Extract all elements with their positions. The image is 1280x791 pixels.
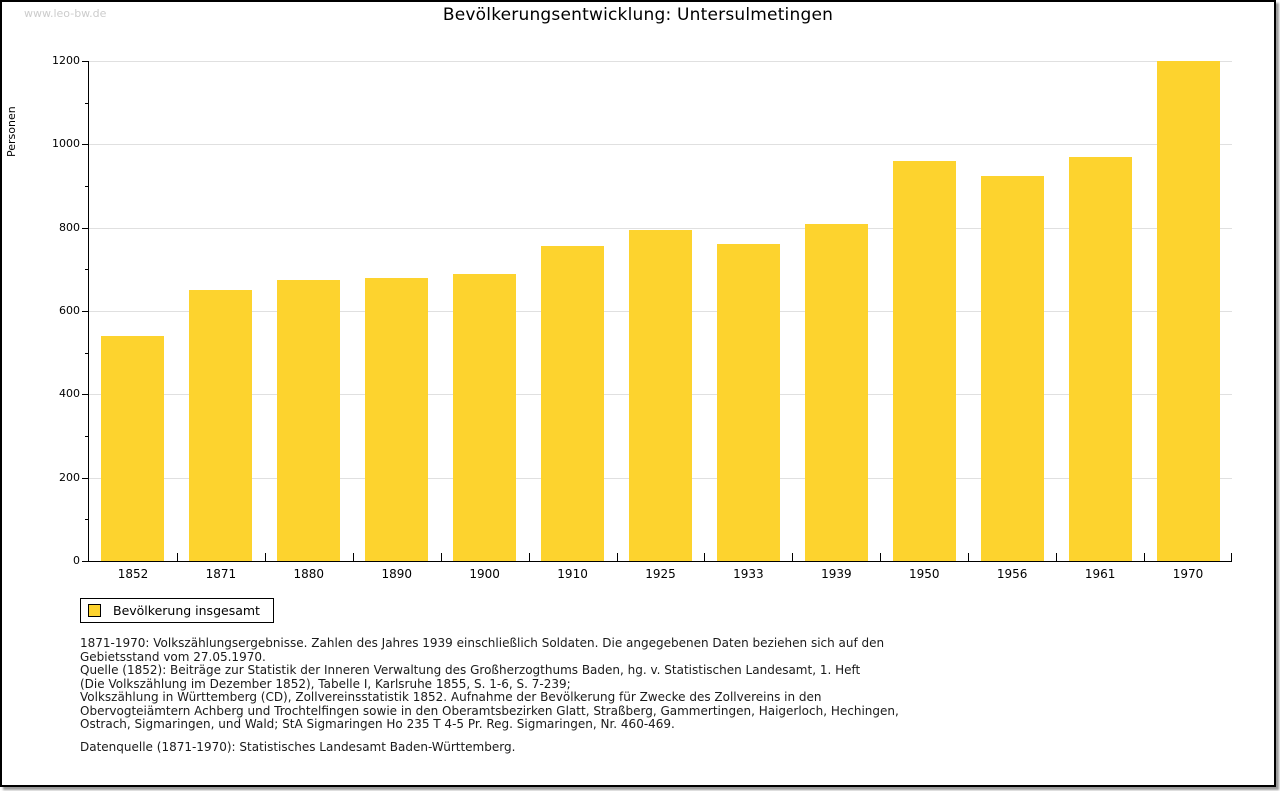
x-axis-tick-label: 1961 xyxy=(1084,567,1116,581)
bar xyxy=(541,246,605,561)
x-axis-tick-label: 1950 xyxy=(908,567,940,581)
y-axis-tick-label: 1200 xyxy=(52,54,80,67)
x-axis-tick xyxy=(968,553,970,561)
y-axis-tick xyxy=(82,227,89,229)
x-axis-tick xyxy=(1231,553,1232,561)
plot-area: 0 200 400 600 800 1000 1200 1852 1871 1880 1890 190… xyxy=(52,55,1232,581)
watermark: www.leo-bw.de xyxy=(24,7,107,20)
x-axis-tick xyxy=(880,553,882,561)
x-axis-tick-label: 1910 xyxy=(557,567,588,581)
x-axis-tick xyxy=(704,553,706,561)
x-axis-tick xyxy=(528,553,530,561)
bar xyxy=(804,223,868,561)
bar xyxy=(101,336,165,561)
bar xyxy=(189,290,253,561)
y-axis-tick xyxy=(82,394,89,396)
y-axis-tick-label: 600 xyxy=(59,304,80,317)
footnotes: 1871-1970: Volkszählungsergebnisse. Zahl… xyxy=(80,636,899,754)
x-axis-tick xyxy=(1144,553,1146,561)
footnote-line: (Die Volkszählung im Dezember 1852), Tab… xyxy=(80,676,571,691)
x-axis-tick xyxy=(792,553,794,561)
footnote-line: Obervogteiämtern Achberg und Trochtelfin… xyxy=(80,703,899,718)
x-axis-tick-label: 1852 xyxy=(117,567,149,581)
y-axis-tick xyxy=(82,61,89,62)
bar xyxy=(1068,156,1132,561)
footnote-line: Volkszählung in Württemberg (CD), Zollve… xyxy=(80,690,822,704)
x-axis-tick-label: 1900 xyxy=(469,567,500,581)
x-axis-tick-label: 1970 xyxy=(1172,567,1204,581)
bar xyxy=(1156,61,1220,561)
x-axis-tick xyxy=(352,553,354,561)
footnote-line: Quelle (1852): Beiträge zur Statistik de… xyxy=(80,663,861,677)
x-axis-tick-label: 1880 xyxy=(293,567,325,581)
y-axis-tick-label: 1000 xyxy=(52,137,80,151)
bar xyxy=(365,277,429,561)
y-axis-tick-label: 0 xyxy=(73,554,80,567)
y-axis-minor-tick xyxy=(85,102,89,104)
gridline xyxy=(89,227,1232,229)
y-axis-tick xyxy=(82,311,89,312)
footnote-line: 1871-1970: Volkszählungsergebnisse. Zahl… xyxy=(80,636,885,650)
y-axis-tick xyxy=(82,144,89,146)
footnote-line: Gebietsstand vom 27.05.1970. xyxy=(80,649,266,664)
bar xyxy=(980,175,1044,561)
y-axis-tick-label: 800 xyxy=(59,220,80,234)
y-axis-minor-tick xyxy=(85,269,89,271)
bar xyxy=(892,161,956,561)
x-axis-tick xyxy=(176,553,178,561)
bar xyxy=(453,273,517,561)
bar xyxy=(629,229,692,561)
y-axis-minor-tick xyxy=(85,519,89,521)
x-axis-tick xyxy=(1056,553,1058,561)
x-axis-tick xyxy=(440,553,442,561)
gridline xyxy=(89,61,1232,62)
x-axis-tick-label: 1933 xyxy=(733,567,764,581)
y-axis-minor-tick xyxy=(85,436,89,437)
legend-swatch xyxy=(88,604,101,617)
footnote-line: Ostrach, Sigmaringen, und Wald; StA Sigm… xyxy=(80,717,675,731)
bar xyxy=(277,279,341,561)
y-axis-tick xyxy=(82,477,89,479)
x-axis-tick-label: 1871 xyxy=(205,567,237,581)
x-axis-tick-label: 1890 xyxy=(381,567,412,581)
y-axis-tick xyxy=(82,561,89,562)
datasource-line: Datenquelle (1871-1970): Statistisches L… xyxy=(80,739,516,754)
x-axis-tick xyxy=(616,553,618,561)
gridline xyxy=(89,144,1232,146)
x-axis-tick-label: 1956 xyxy=(996,567,1028,581)
chart-title: Bevölkerungsentwicklung: Untersulmetinge… xyxy=(442,5,834,25)
y-axis-tick-label: 200 xyxy=(59,470,80,484)
x-axis-tick-label: 1939 xyxy=(821,567,852,581)
x-axis-tick xyxy=(264,553,266,561)
x-axis-tick-label: 1925 xyxy=(645,567,676,581)
y-axis-minor-tick xyxy=(85,186,89,187)
bar xyxy=(716,244,780,561)
y-axis-tick-label: 400 xyxy=(59,387,80,401)
y-axis-minor-tick xyxy=(85,352,89,354)
legend: Bevölkerung insgesamt xyxy=(80,598,274,623)
legend-label: Bevölkerung insgesamt xyxy=(113,603,260,618)
y-axis-title: Personen xyxy=(5,106,18,157)
